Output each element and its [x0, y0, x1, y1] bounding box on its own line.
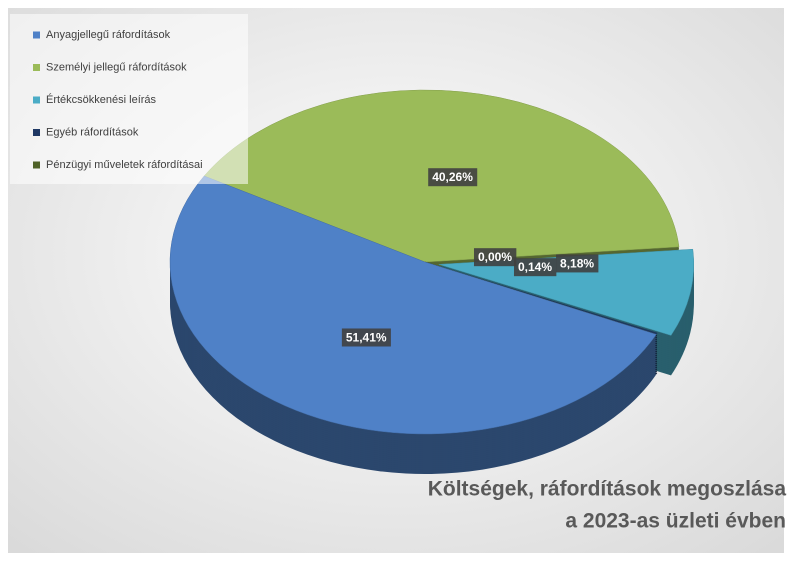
legend: Anyagjellegű ráfordítások Személyi jelleg… [10, 14, 248, 184]
legend-box [10, 14, 248, 184]
data-label-box [428, 168, 478, 187]
data-label: 40,26% [432, 170, 473, 184]
legend-label: Személyi jellegű ráfordítások [46, 61, 187, 73]
data-label-box [341, 328, 391, 347]
chart-title: Költségek, ráfordítások megoszlása [428, 478, 787, 501]
legend-swatch [33, 161, 40, 169]
pie [169, 89, 695, 474]
legend-label: Értékcsökkenési leírás [46, 93, 157, 106]
slice [438, 248, 695, 336]
data-label-box [556, 254, 599, 273]
data-label: 0,14% [518, 260, 552, 274]
legend-swatch [33, 96, 40, 104]
data-label-box [513, 258, 557, 277]
data-label: 0,00% [478, 250, 512, 264]
legend-swatch [33, 64, 40, 71]
legend-swatch [33, 129, 40, 136]
legend-label: Pénzügyi műveletek ráfordításai [46, 159, 203, 171]
data-label-box [473, 248, 517, 267]
chart-title: a 2023-as üzleti évben [565, 510, 786, 533]
slice [169, 175, 657, 435]
data-label: 8,18% [560, 256, 594, 270]
legend-label: Anyagjellegű ráfordítások [46, 29, 171, 41]
data-labels: 40,26% 8,18% 0,14% 0,00% 51,41% [341, 168, 599, 347]
legend-label: Egyéb ráfordítások [46, 126, 139, 138]
legend-swatch [33, 31, 40, 39]
data-label: 51,41% [346, 330, 387, 344]
